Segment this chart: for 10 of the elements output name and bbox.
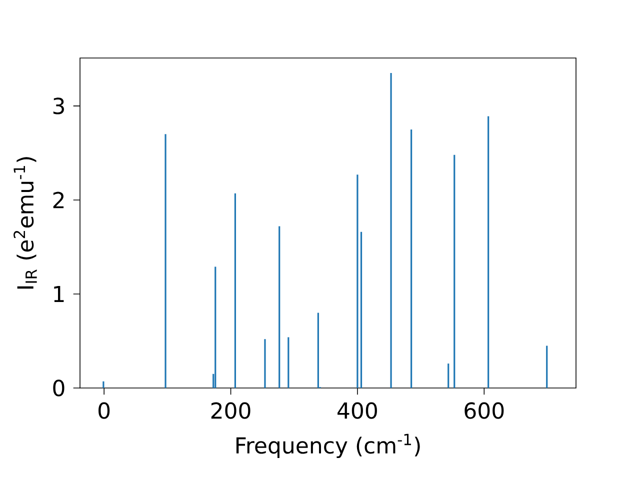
x-axis-title: Frequency (cm$^{-1}$) [236,434,420,458]
y-tick-label: 1 [54,286,64,302]
y-axis-title: I$_{IR}$ (e$^{2}$emu$^{-1}$) [14,157,37,289]
x-tick-label: 0 [98,402,110,419]
y-tick-label: 0 [53,380,64,396]
x-tick-label: 600 [464,402,504,419]
y-tick-label: 3 [53,98,64,114]
y-tick-label: 2 [53,192,64,208]
x-tick-label: 400 [338,402,377,419]
x-tick-label: 200 [211,402,250,419]
